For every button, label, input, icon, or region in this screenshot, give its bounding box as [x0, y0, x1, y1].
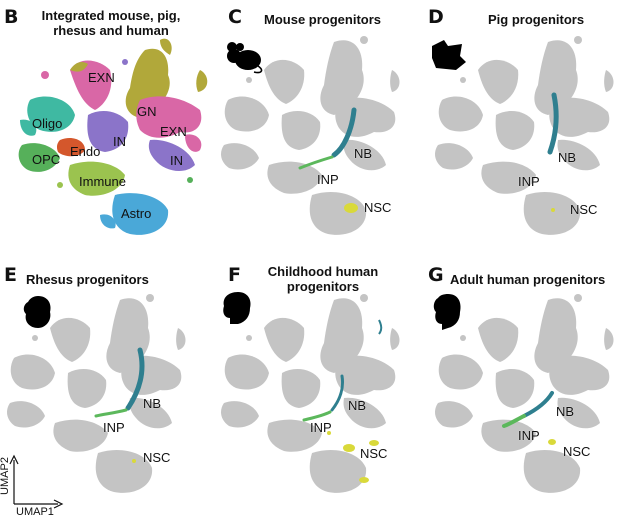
label-nsc: NSC: [563, 444, 591, 459]
cluster-label-exn-right: EXN: [160, 124, 187, 139]
panel-e: E Rhesus progenitors NB INP NSC: [0, 258, 214, 516]
umap-plot: [435, 36, 614, 235]
mouse-icon: [227, 42, 263, 74]
cluster-label-gn: GN: [137, 104, 157, 119]
adult-icon: [433, 294, 461, 330]
panel-letter: E: [4, 264, 17, 286]
panel-d: D Pig progenitors NB INP NSC: [428, 0, 642, 258]
axis-arrows: [9, 454, 64, 509]
cluster-label-immune: Immune: [79, 174, 126, 189]
pig-icon: [432, 40, 466, 70]
label-nb: NB: [348, 398, 367, 413]
label-nb: NB: [354, 146, 373, 161]
cluster-label-astro: Astro: [121, 206, 152, 221]
label-nsc: NSC: [570, 202, 598, 217]
label-inp: INP: [103, 420, 125, 435]
cluster-label-opc: OPC: [32, 152, 61, 167]
cluster-label-oligo: Oligo: [32, 116, 63, 131]
panel-title: Integrated mouse, pig, rhesus and human: [41, 8, 181, 38]
cluster-label-endo: Endo: [70, 144, 101, 159]
panel-letter: C: [228, 6, 242, 28]
panel-letter: D: [428, 6, 444, 28]
panel-letter: F: [228, 264, 241, 286]
axis-label-x: UMAP1: [16, 506, 54, 518]
panel-title: Mouse progenitors: [264, 12, 382, 27]
axis-label-y: UMAP2: [0, 457, 11, 495]
cluster-label-in-right: IN: [170, 153, 183, 168]
umap-plot: [7, 294, 186, 493]
panel-title: Adult human progenitors: [450, 272, 606, 287]
label-nsc: NSC: [364, 200, 392, 215]
panel-b: B Integrated mouse, pig, rhesus and huma…: [0, 0, 214, 258]
panel-f: F Childhood human progenitors NB INP NSC: [214, 258, 428, 516]
panel-letter: B: [4, 6, 19, 28]
umap-plot: [435, 294, 614, 493]
label-nb: NB: [556, 404, 575, 419]
cluster-label-in: IN: [113, 134, 126, 149]
umap-plot: [221, 36, 400, 235]
panel-g: G Adult human progenitors NB INP NSC: [428, 258, 642, 516]
panel-title: Childhood human progenitors: [267, 264, 379, 294]
umap-plot: [221, 294, 400, 493]
label-nsc: NSC: [360, 446, 388, 461]
label-nsc: NSC: [143, 450, 171, 465]
integrated-umap: [18, 38, 208, 235]
umap-axis-indicator: UMAP2 UMAP1: [0, 430, 80, 518]
panel-title: Rhesus progenitors: [26, 272, 149, 287]
label-inp: INP: [518, 428, 540, 443]
child-icon: [223, 292, 251, 324]
cluster-label-exn: EXN: [88, 70, 115, 85]
label-nb: NB: [558, 150, 577, 165]
panel-title: Pig progenitors: [488, 12, 585, 27]
rhesus-icon: [23, 296, 51, 328]
label-inp: INP: [518, 174, 540, 189]
label-nb: NB: [143, 396, 162, 411]
label-inp: INP: [317, 172, 339, 187]
panel-letter: G: [428, 264, 444, 286]
label-inp: INP: [310, 420, 332, 435]
panel-c: C Mouse progenitors NB INP NSC: [214, 0, 428, 258]
